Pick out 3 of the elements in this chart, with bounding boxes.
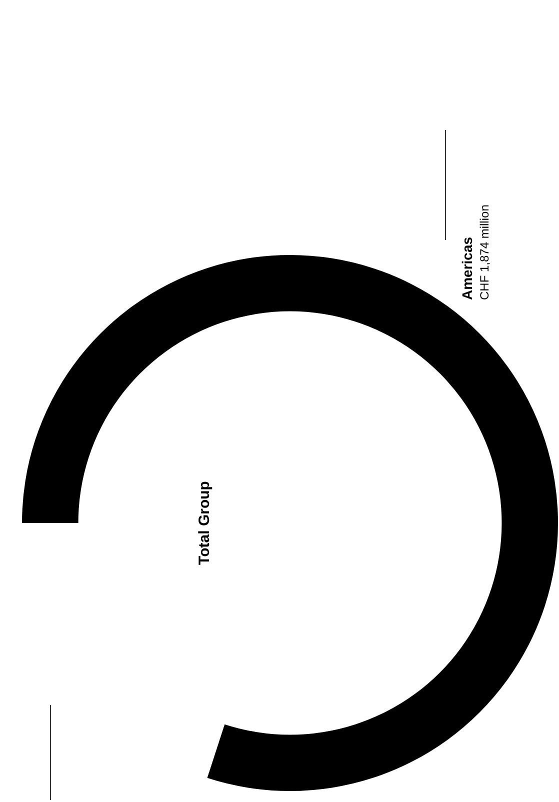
text: Total Group [196, 481, 214, 565]
text: CHF 1,874 million [477, 204, 492, 300]
slice-label: Americas [458, 236, 475, 300]
